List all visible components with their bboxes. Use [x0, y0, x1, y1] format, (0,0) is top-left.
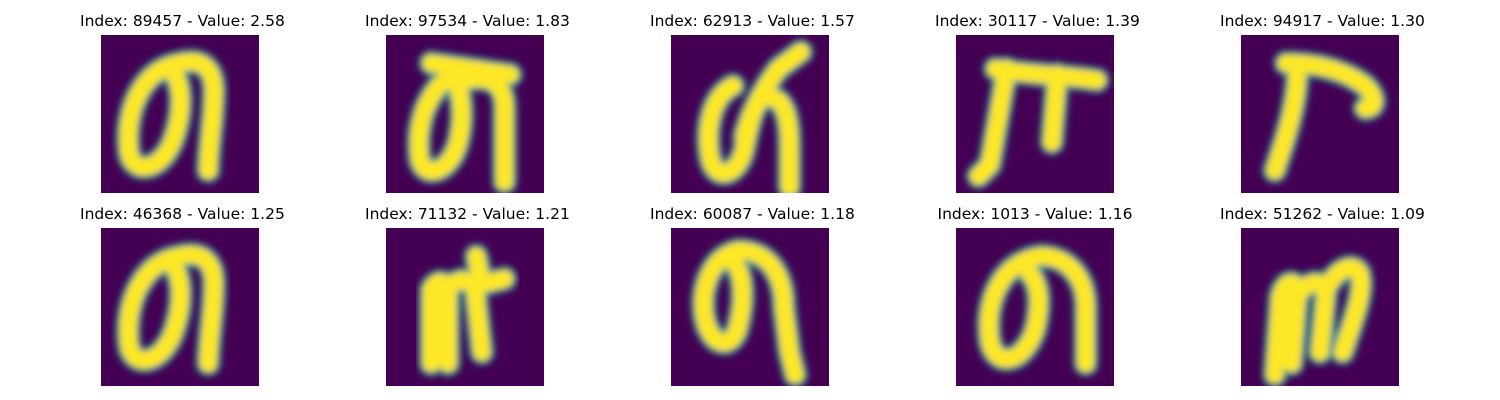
glyph-stroke — [1266, 259, 1370, 384]
glyph-strokes — [695, 38, 814, 193]
glyph-strokes — [975, 243, 1099, 377]
glyph-strokes — [405, 50, 524, 193]
panel-title: Index: 1013 - Value: 1.16 — [937, 205, 1133, 223]
panel-title: Index: 60087 - Value: 1.18 — [650, 205, 855, 223]
glyph-stroke — [700, 43, 810, 193]
glyph-strokes — [418, 243, 518, 377]
glyph-strokes — [965, 55, 1111, 190]
glyph-strokes — [1261, 50, 1387, 184]
panel-title: Index: 89457 - Value: 2.58 — [80, 12, 285, 30]
panel-title: Index: 51262 - Value: 1.09 — [1220, 205, 1425, 223]
digit-image — [1241, 228, 1399, 386]
panel-title: Index: 97534 - Value: 1.83 — [365, 12, 570, 30]
digit-image — [671, 35, 829, 193]
panel-title: Index: 46368 - Value: 1.25 — [80, 205, 285, 223]
glyph-stroke — [695, 242, 804, 384]
glyph-strokes — [690, 237, 809, 386]
glyph-strokes — [115, 241, 227, 377]
glyph-strokes — [115, 48, 227, 184]
digit-image — [101, 228, 259, 386]
digit-image — [101, 35, 259, 193]
panel-title: Index: 71132 - Value: 1.21 — [365, 205, 570, 223]
digit-image — [386, 35, 544, 193]
digit-image — [1241, 35, 1399, 193]
digit-image — [671, 228, 829, 386]
glyph-strokes — [1261, 254, 1374, 386]
digit-image — [386, 228, 544, 386]
digit-image — [956, 228, 1114, 386]
glyph-stroke — [422, 247, 513, 372]
glyph-stroke — [970, 60, 1106, 185]
glyph-stroke — [119, 246, 223, 372]
glyph-stroke — [119, 53, 223, 179]
digit-image — [956, 35, 1114, 193]
glyph-stroke — [410, 54, 519, 191]
panel-title: Index: 30117 - Value: 1.39 — [935, 12, 1140, 30]
glyph-stroke — [1266, 54, 1382, 179]
panel-title: Index: 62913 - Value: 1.57 — [650, 12, 855, 30]
panel-title: Index: 94917 - Value: 1.30 — [1220, 12, 1425, 30]
glyph-stroke — [980, 247, 1095, 372]
